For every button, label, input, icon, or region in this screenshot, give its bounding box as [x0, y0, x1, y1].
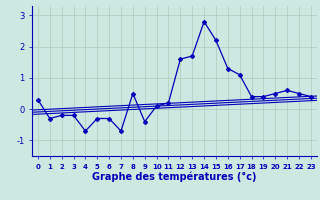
- X-axis label: Graphe des températures (°c): Graphe des températures (°c): [92, 171, 257, 182]
